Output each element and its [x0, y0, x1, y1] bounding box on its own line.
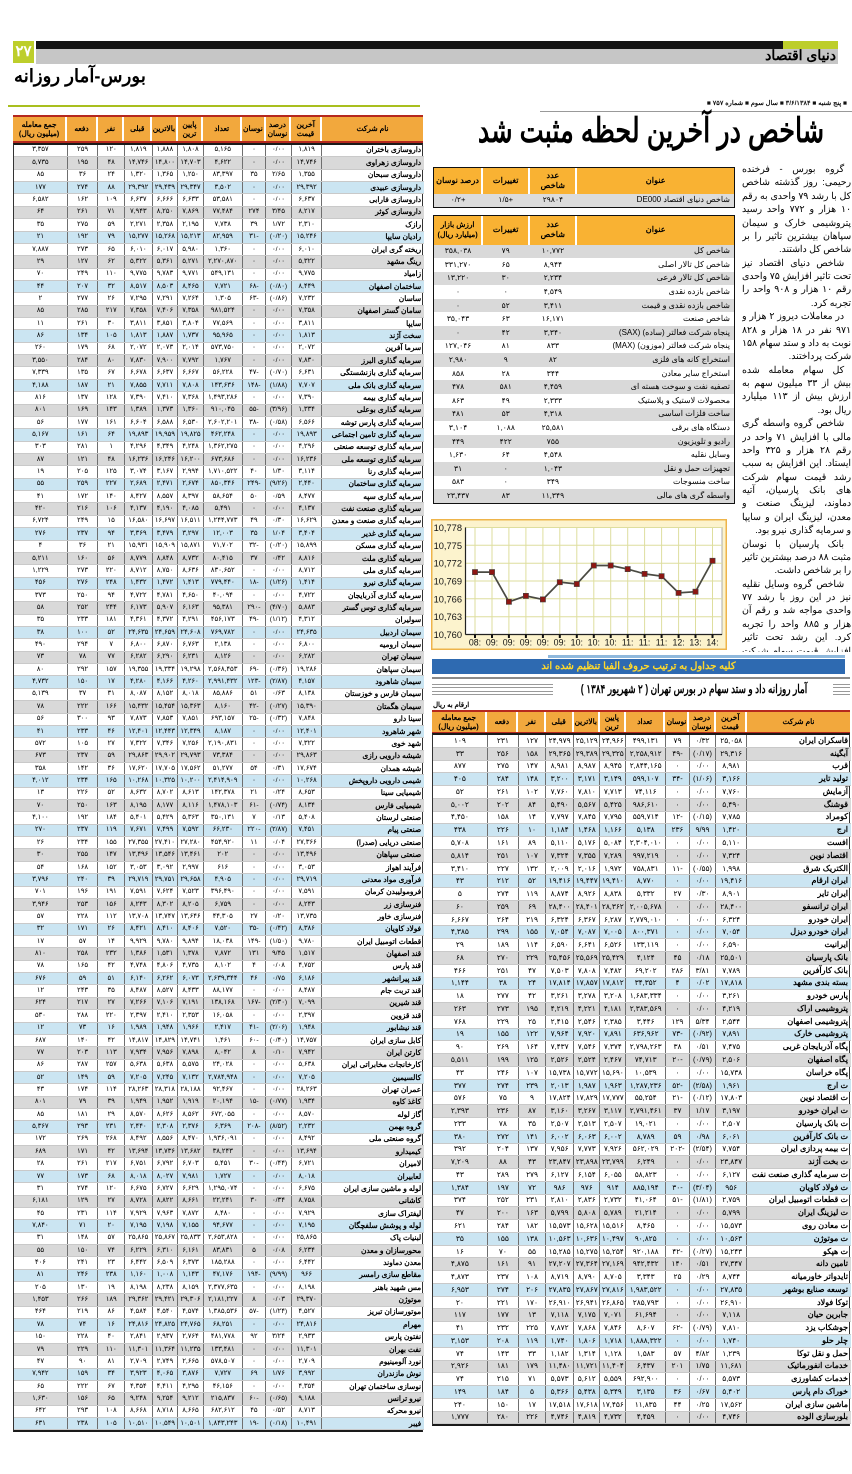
- svg-text:08:: 08:: [469, 638, 481, 648]
- svg-text:10,769: 10,769: [434, 577, 462, 587]
- svg-text:10,760: 10,760: [434, 630, 462, 640]
- svg-text:10:: 10:: [571, 638, 583, 648]
- svg-text:09:: 09:: [486, 638, 498, 648]
- svg-text:10,763: 10,763: [434, 612, 462, 622]
- svg-text:10:: 10:: [605, 638, 617, 648]
- svg-text:10,772: 10,772: [434, 559, 462, 569]
- svg-text:11:: 11:: [639, 638, 651, 648]
- svg-text:12:: 12:: [672, 638, 684, 648]
- svg-text:09:: 09:: [554, 638, 566, 648]
- svg-text:10,778: 10,778: [434, 523, 462, 533]
- svg-text:10,775: 10,775: [434, 541, 462, 551]
- svg-text:14:: 14:: [706, 638, 718, 648]
- svg-text:09:: 09:: [503, 638, 515, 648]
- svg-text:11:: 11:: [622, 638, 634, 648]
- svg-text:10,766: 10,766: [434, 594, 462, 604]
- svg-text:11:: 11:: [656, 638, 668, 648]
- svg-text:09:: 09:: [537, 638, 549, 648]
- svg-text:09:: 09:: [520, 638, 532, 648]
- svg-text:10:: 10:: [588, 638, 600, 648]
- svg-text:13:: 13:: [689, 638, 701, 648]
